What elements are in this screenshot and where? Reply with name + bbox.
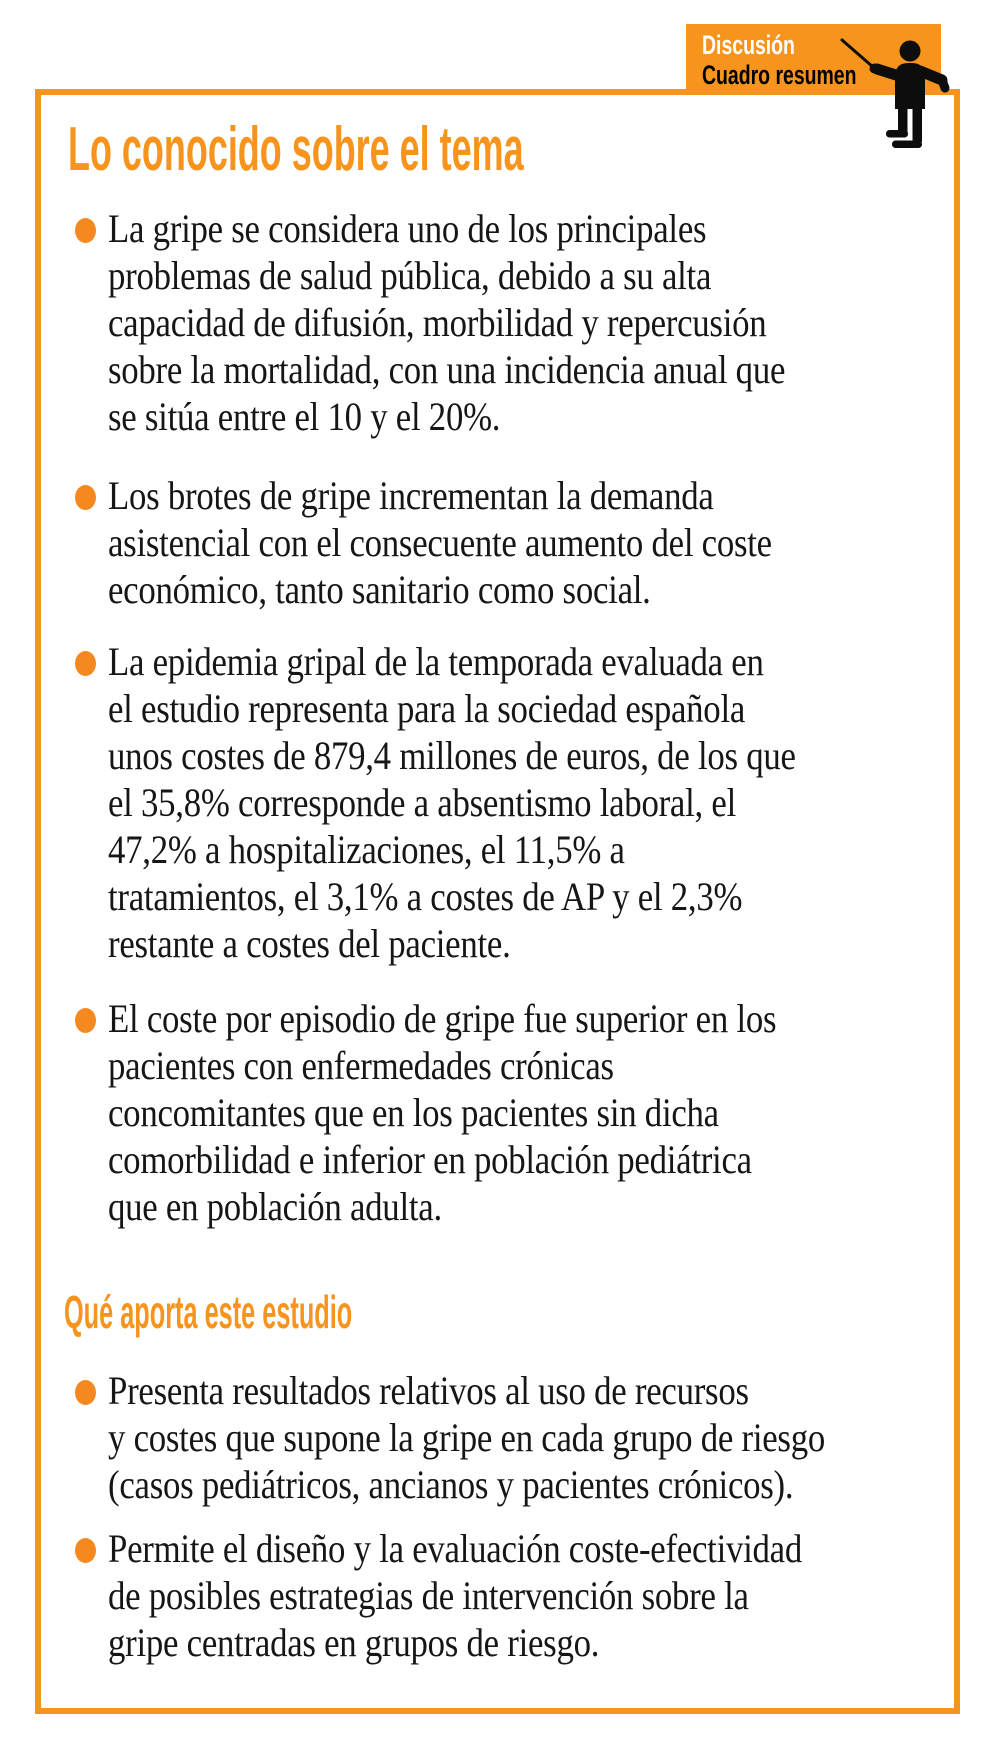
bullet-dot-icon — [75, 485, 96, 510]
bullet-item-outbreak-demand: Los brotes de gripe incrementan la deman… — [75, 472, 871, 613]
bullet-text: Los brotes de gripe incrementan la deman… — [108, 473, 772, 612]
bullet-item-results-by-risk-group: Presenta resultados relativos al uso de … — [75, 1367, 932, 1508]
bullet-item-flu-public-health: La gripe se considera uno de los princip… — [75, 205, 886, 440]
presenter-pointing-icon — [840, 38, 950, 148]
bullet-text: Presenta resultados relativos al uso de … — [108, 1368, 826, 1507]
pointer-stick-icon — [840, 38, 875, 69]
bullet-dot-icon — [75, 1380, 96, 1405]
bullet-dot-icon — [75, 1538, 96, 1563]
bullet-item-cost-effectiveness-design: Permite el diseño y la evaluación coste-… — [75, 1525, 906, 1666]
bullet-text: La gripe se considera uno de los princip… — [108, 206, 786, 439]
bullet-dot-icon — [75, 651, 96, 676]
bullet-text: Permite el diseño y la evaluación coste-… — [108, 1526, 803, 1665]
tab-label-discussion: Discusión — [702, 30, 795, 60]
summary-frame-border — [35, 89, 960, 1714]
section-title-known: Lo conocido sobre el tema — [68, 115, 524, 184]
bullet-dot-icon — [75, 1008, 96, 1033]
bullet-dot-icon — [75, 218, 96, 243]
bullet-item-epidemic-costs: La epidemia gripal de la temporada evalu… — [75, 638, 898, 967]
bullet-item-cost-per-episode: El coste por episodio de gripe fue super… — [75, 995, 876, 1230]
bullet-text: El coste por episodio de gripe fue super… — [108, 996, 777, 1229]
section-tab: Discusión Cuadro resumen — [686, 24, 941, 90]
section-title-contribution: Qué aporta este estudio — [64, 1286, 353, 1338]
bullet-text: La epidemia gripal de la temporada evalu… — [108, 639, 796, 966]
tab-label-summary-box: Cuadro resumen — [702, 60, 857, 90]
